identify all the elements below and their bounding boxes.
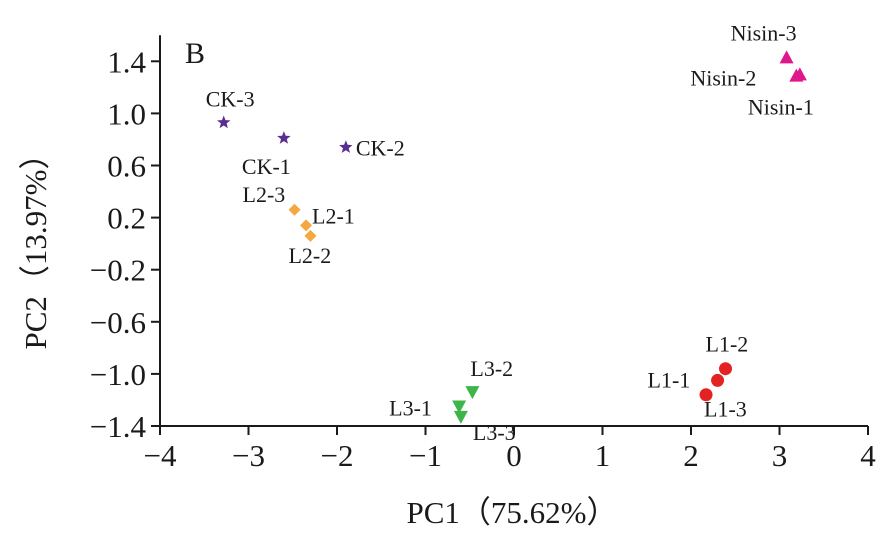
data-point-l2-1 bbox=[300, 219, 313, 232]
point-labels: CK-1 CK-2 CK-3 L2-1 L2-2 L2-3 Nisin-1 Nisin-2 Ni… bbox=[206, 20, 814, 444]
data-point-l2-2 bbox=[304, 229, 317, 242]
x-tick-label: 4 bbox=[860, 438, 876, 473]
x-tick-label: 3 bbox=[772, 438, 788, 473]
y-tick-label: 0.6 bbox=[107, 149, 146, 184]
x-axis-title: PC1（75.62%） bbox=[407, 495, 618, 530]
y-tick-label: −1.4 bbox=[90, 409, 147, 444]
x-tick-label: −2 bbox=[321, 438, 354, 473]
point-label-nisin-2: Nisin-2 bbox=[690, 66, 756, 91]
point-label-l1-2: L1-2 bbox=[706, 332, 749, 357]
point-label-l2-2: L2-2 bbox=[288, 243, 331, 268]
point-label-l2-1: L2-1 bbox=[312, 203, 355, 228]
x-tick-label: −4 bbox=[144, 438, 177, 473]
data-point-ck-2 bbox=[339, 140, 353, 153]
data-point-l3-2 bbox=[465, 386, 480, 400]
point-label-nisin-3: Nisin-3 bbox=[731, 20, 797, 45]
point-label-ck-2: CK-2 bbox=[356, 135, 405, 160]
y-tick-label: 1.0 bbox=[107, 96, 146, 131]
point-label-nisin-1: Nisin-1 bbox=[748, 94, 814, 119]
axes: −4 −3 −2 −1 0 1 2 3 4 −1.4 −1.0 −0.6 −0.2 0.2 0.6 1.0 1.… bbox=[90, 35, 876, 473]
point-label-l1-3: L1-3 bbox=[704, 397, 747, 422]
point-label-l3-1: L3-1 bbox=[389, 395, 432, 420]
data-point-l3-1 bbox=[452, 400, 467, 414]
point-label-ck-1: CK-1 bbox=[242, 154, 291, 179]
data-point-nisin-3 bbox=[779, 50, 794, 64]
y-tick-label: −0.2 bbox=[90, 253, 146, 288]
x-tick-label: 2 bbox=[683, 438, 699, 473]
data-point-nisin-2 bbox=[789, 68, 804, 82]
data-points bbox=[217, 50, 807, 424]
point-label-l2-3: L2-3 bbox=[243, 182, 286, 207]
x-tick-label: 0 bbox=[506, 438, 522, 473]
point-label-l1-1: L1-1 bbox=[648, 367, 691, 392]
point-label-l3-3: L3-3 bbox=[473, 420, 516, 445]
data-point-l1-3 bbox=[699, 388, 713, 402]
data-point-l1-2 bbox=[719, 362, 733, 376]
x-tick-label: 1 bbox=[595, 438, 611, 473]
data-point-l1-1 bbox=[711, 373, 725, 387]
point-label-l3-2: L3-2 bbox=[470, 356, 513, 381]
y-tick-label: −1.0 bbox=[90, 357, 146, 392]
data-point-l3-3 bbox=[453, 410, 468, 424]
x-tick-label: −1 bbox=[409, 438, 442, 473]
y-tick-label: −0.6 bbox=[90, 305, 146, 340]
data-point-l2-3 bbox=[288, 203, 301, 216]
data-point-ck-3 bbox=[217, 115, 231, 129]
y-axis-title: PC2（13.97%） bbox=[18, 139, 53, 350]
x-tick-label: −3 bbox=[232, 438, 265, 473]
y-tick-label: 0.2 bbox=[107, 201, 146, 236]
y-tick-label: 1.4 bbox=[107, 44, 146, 79]
panel-label: B bbox=[185, 37, 205, 70]
point-label-ck-3: CK-3 bbox=[206, 87, 255, 112]
data-point-ck-1 bbox=[277, 131, 291, 144]
